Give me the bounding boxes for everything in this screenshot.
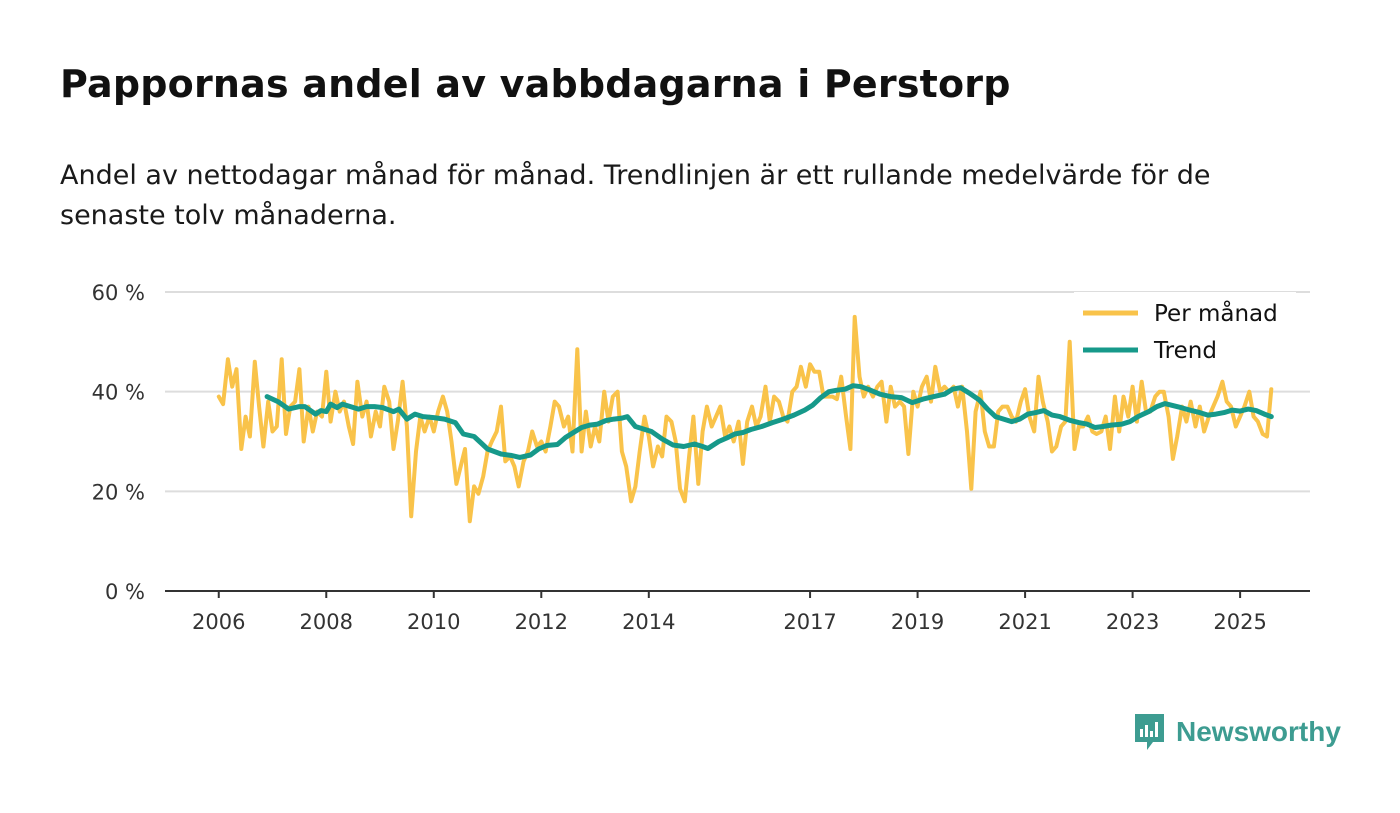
- x-tick-label: 2014: [622, 610, 675, 634]
- legend-label-monthly: Per månad: [1154, 299, 1278, 327]
- brand-logo: Newsworthy: [1133, 712, 1341, 752]
- x-tick-label: 2021: [998, 610, 1051, 634]
- x-tick-label: 2019: [891, 610, 944, 634]
- legend-label-trend: Trend: [1153, 338, 1217, 364]
- x-tick-label: 2017: [783, 610, 836, 634]
- chart-title: Pappornas andel av vabbdagarna i Perstor…: [60, 62, 1011, 106]
- x-axis-ticks: 2006 2008 2010 2012 2014 2017 2019 2021 2023 2025: [192, 591, 1267, 634]
- series-line-monthly: [216, 314, 1274, 524]
- x-tick-label: 2025: [1213, 610, 1266, 634]
- legend-background: [1074, 292, 1296, 376]
- x-tick-label: 2023: [1106, 610, 1159, 634]
- chart-subtitle: Andel av nettodagar månad för månad. Tre…: [60, 160, 1211, 231]
- x-tick-label: 2010: [407, 610, 460, 634]
- x-tick-label: 2012: [515, 610, 568, 634]
- brand-name: Newsworthy: [1176, 716, 1341, 747]
- x-tick-label: 2006: [192, 610, 245, 634]
- y-axis-ticks: 0 % 20 % 40 % 60 %: [92, 281, 145, 604]
- newsworthy-icon: [1135, 714, 1164, 750]
- x-tick-label: 2008: [300, 610, 353, 634]
- legend: Per månad Trend: [1074, 292, 1296, 376]
- series-line-trend: [264, 383, 1274, 460]
- y-tick-label: 20 %: [92, 480, 145, 504]
- y-tick-label: 40 %: [92, 381, 145, 405]
- y-tick-label: 60 %: [92, 281, 145, 305]
- series-lines: [216, 314, 1274, 524]
- y-tick-label: 0 %: [105, 580, 145, 604]
